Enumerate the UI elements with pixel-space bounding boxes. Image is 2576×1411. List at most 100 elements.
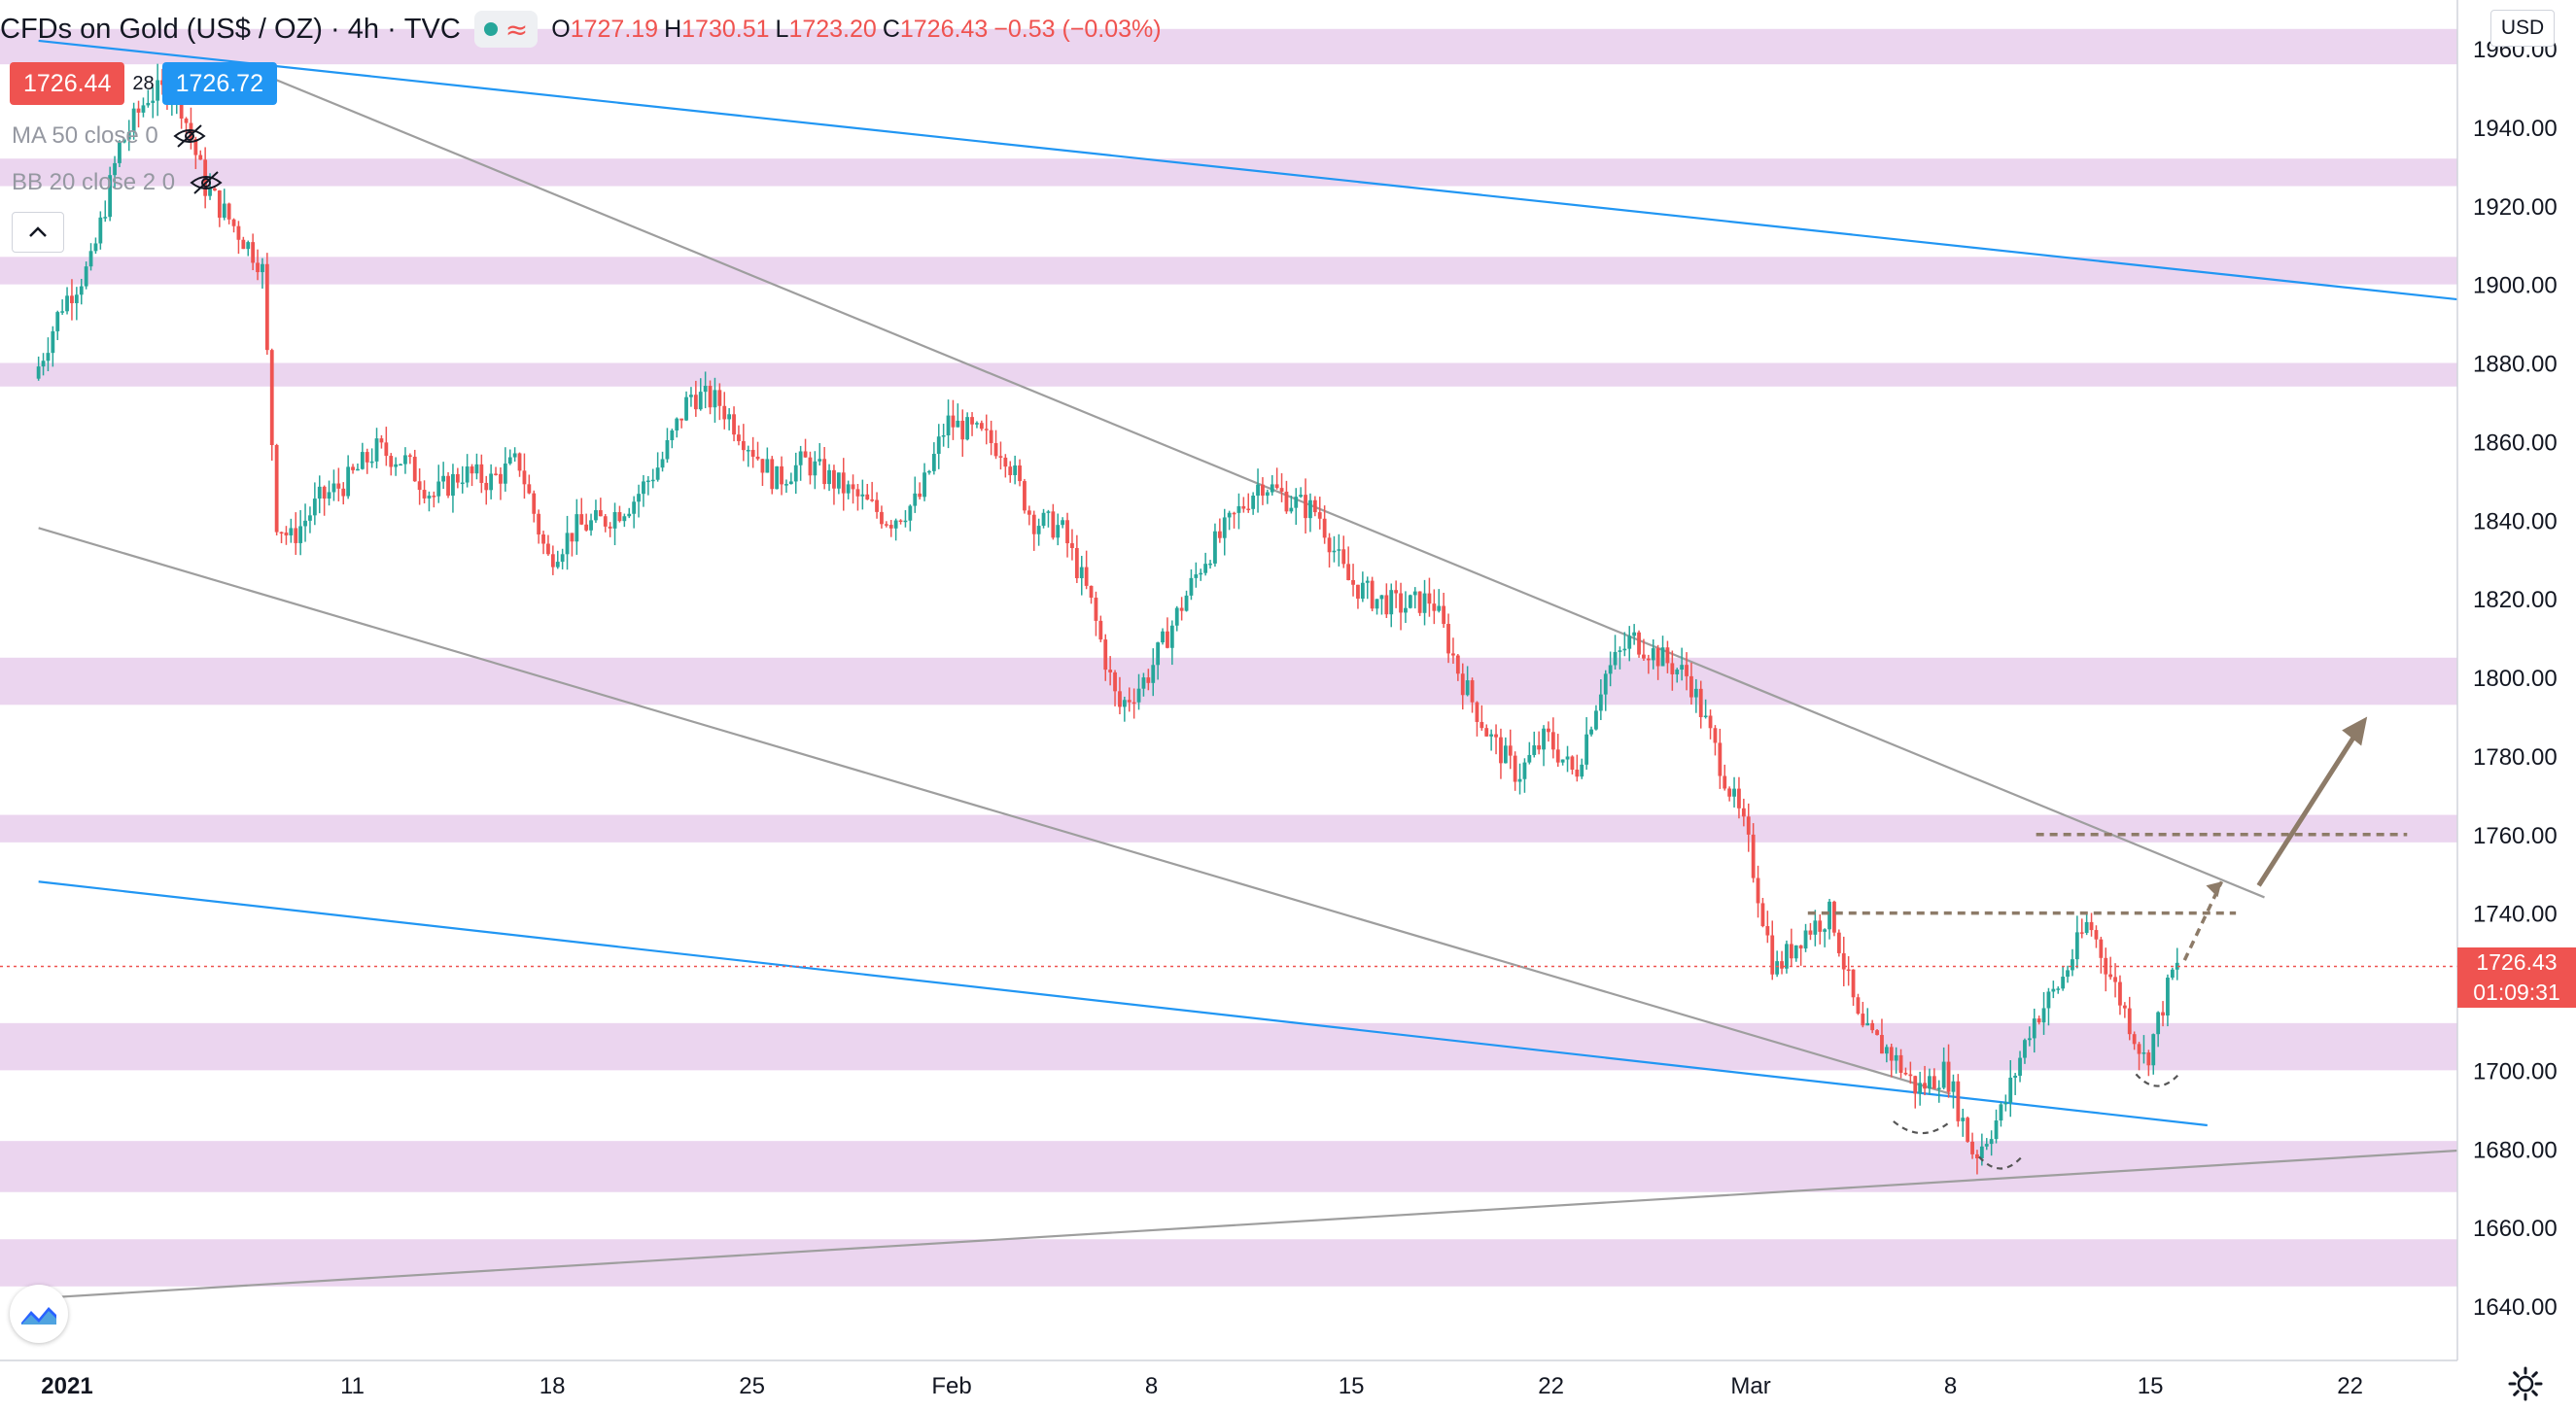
price-tick-label: 1920.00 <box>2473 194 2558 221</box>
sell-button[interactable]: 1726.44 <box>10 62 125 105</box>
candle-body <box>693 395 698 410</box>
candle-body <box>1555 749 1560 763</box>
candle-body <box>2036 1018 2041 1023</box>
candle-body <box>522 470 527 485</box>
candle-body <box>1775 961 1780 975</box>
candle-body <box>208 189 212 196</box>
candle-body <box>1184 595 1189 611</box>
price-tick-label: 1900.00 <box>2473 273 2558 299</box>
collapse-legend-button[interactable] <box>12 212 64 253</box>
candle-body <box>1189 577 1194 596</box>
candle-body <box>1161 631 1165 643</box>
candle-body <box>2061 977 2066 989</box>
candle-body <box>1923 1083 1927 1089</box>
candle-body <box>241 239 246 250</box>
candle-body <box>1522 762 1527 779</box>
candle-body <box>798 451 803 465</box>
candle-body <box>474 464 479 474</box>
candle-body <box>269 350 274 446</box>
candle-body <box>308 515 312 521</box>
indicator-bb[interactable]: BB 20 close 2 0 <box>12 169 224 196</box>
candle-body <box>612 511 617 529</box>
source-label: TVC <box>403 13 461 45</box>
price-axis[interactable]: 1960.001940.001920.001900.001880.001860.… <box>2456 0 2576 1411</box>
candle-body <box>550 554 555 568</box>
candle-body <box>579 514 584 525</box>
candle-body <box>1598 694 1603 711</box>
candle-body <box>294 528 298 543</box>
candle-body <box>1304 495 1307 519</box>
candle-body <box>922 472 926 498</box>
candle-body <box>2166 978 2170 1016</box>
arrow-head <box>2342 716 2368 746</box>
candle-body <box>1975 1153 1979 1158</box>
indicator-ma[interactable]: MA 50 close 0 <box>12 122 207 150</box>
candle-body <box>494 473 498 475</box>
tradingview-logo[interactable] <box>10 1285 68 1343</box>
symbol-title[interactable]: CFDs on Gold (US$ / OZ) · 4h · TVC <box>0 13 461 45</box>
hidden-eye-icon[interactable] <box>189 169 224 196</box>
candle-body <box>113 162 117 176</box>
zone-band <box>0 362 2457 387</box>
candle-body <box>103 217 108 219</box>
candle-body <box>1613 651 1618 666</box>
candle-body <box>1560 759 1565 763</box>
candle-body <box>627 513 632 517</box>
trade-buttons: 1726.44 28 1726.72 <box>10 62 277 105</box>
candle-body <box>2003 1102 2008 1105</box>
candle-body <box>555 562 560 568</box>
candle-body <box>1365 580 1370 583</box>
candle-body <box>131 108 136 132</box>
time-tick-label: 15 <box>2138 1373 2164 1399</box>
candle-body <box>979 423 984 430</box>
candle-body <box>356 468 360 471</box>
candle-body <box>460 482 465 485</box>
candle-body <box>312 499 317 516</box>
settings-gear-icon[interactable] <box>2506 1364 2545 1403</box>
candle-body <box>1846 969 1851 972</box>
candle-body <box>1756 878 1760 904</box>
candle-body <box>65 295 69 312</box>
candle-body <box>93 243 98 252</box>
candle-body <box>860 494 865 497</box>
candle-body <box>279 532 284 534</box>
currency-button[interactable]: USD <box>2490 10 2555 47</box>
candle-body <box>822 459 827 485</box>
spread-value: 28 <box>132 72 155 94</box>
candle-body <box>1417 591 1422 613</box>
candle-body <box>360 452 365 469</box>
market-status[interactable]: ≈ <box>473 11 539 48</box>
candle-body <box>455 473 460 483</box>
candle-body <box>1199 572 1203 575</box>
candle-body <box>1056 525 1061 538</box>
candle-body <box>956 420 960 428</box>
candle-body <box>336 483 341 489</box>
candle-body <box>1808 930 1813 935</box>
candle-body <box>584 524 589 531</box>
candle-body <box>760 459 765 473</box>
candle-body <box>2175 962 2179 970</box>
candle-body <box>818 459 822 462</box>
candle-body <box>1575 770 1580 777</box>
time-tick-label: 11 <box>340 1373 365 1399</box>
candle-body <box>1246 508 1251 511</box>
candle-body <box>479 464 484 483</box>
candle-body <box>374 438 379 462</box>
hidden-eye-icon[interactable] <box>172 122 207 150</box>
candle-body <box>1570 756 1575 771</box>
candle-body <box>1956 1081 1961 1121</box>
candle-body <box>1460 673 1465 696</box>
candle-body <box>151 100 156 103</box>
buy-button[interactable]: 1726.72 <box>161 62 277 105</box>
candle-body <box>1236 505 1241 513</box>
time-axis[interactable]: 2021 11 18 25 Feb 8 15 22 Mar 8 15 22 <box>0 1359 2576 1411</box>
candle-body <box>1194 574 1199 578</box>
zone-band <box>0 814 2457 843</box>
candle-body <box>608 526 612 529</box>
candle-body <box>2089 921 2094 931</box>
candle-body <box>780 465 783 485</box>
candle-body <box>832 469 836 489</box>
candle-body <box>951 415 956 428</box>
candle-body <box>365 452 369 463</box>
